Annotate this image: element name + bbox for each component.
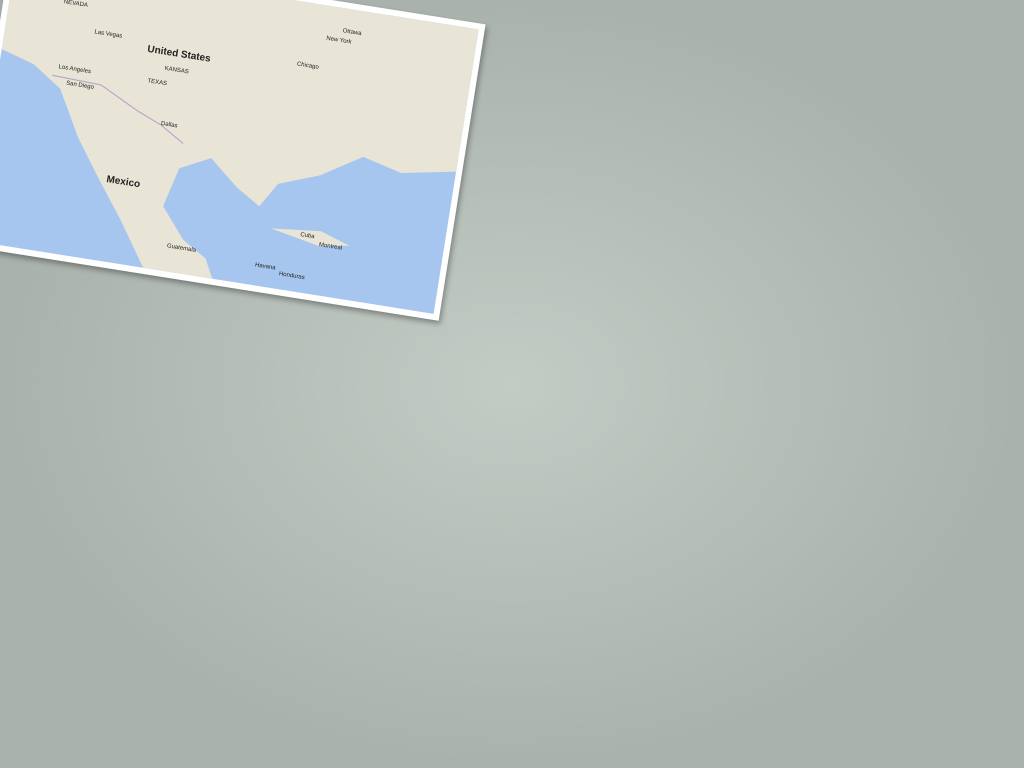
land [1,0,479,279]
place-label: Ottawa [342,28,362,37]
place-label: TEXAS [147,78,167,87]
border [52,74,184,145]
place-label: San Diego [66,81,95,91]
place-label: Honduras [278,271,305,281]
place-label: Guatemala [166,243,197,254]
place-label: KANSAS [164,66,189,76]
place-label: Chicago [296,61,319,70]
place-label: Mexico [106,174,141,190]
place-label: Los Angeles [58,64,91,75]
place-label: Dallas [160,121,177,130]
place-label: Havana [255,262,277,271]
place-label: Las Vegas [94,29,123,39]
place-label: Cuba [300,232,316,240]
card: United StatesMexicoCubaGuatemalaDallasLo… [0,0,486,321]
land [270,228,350,247]
place-label: Montreal [318,242,342,252]
place-label: NEVADA [63,0,88,9]
place-label: New York [326,36,353,46]
